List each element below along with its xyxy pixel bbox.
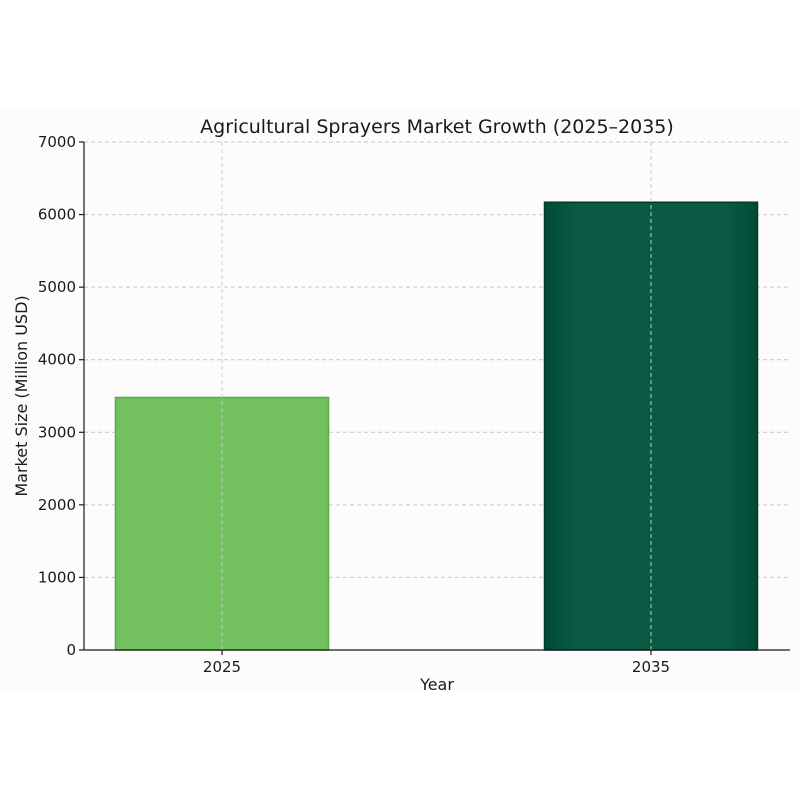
- x-tick-label-2035: 2035: [632, 658, 670, 676]
- y-tick-label-3000: 3000: [38, 423, 76, 441]
- chart-title: Agricultural Sprayers Market Growth (202…: [200, 116, 674, 138]
- x-tick-label-2025: 2025: [203, 658, 241, 676]
- y-tick-label-7000: 7000: [38, 133, 76, 151]
- y-tick-label-2000: 2000: [38, 496, 76, 514]
- y-tick-label-4000: 4000: [38, 351, 76, 369]
- y-tick-label-6000: 6000: [38, 206, 76, 224]
- y-tick-label-0: 0: [66, 641, 76, 659]
- x-axis-ticks: 2025 2035: [203, 650, 670, 676]
- y-tick-label-1000: 1000: [38, 568, 76, 586]
- y-axis-ticks: 0 1000 2000 3000 4000 5000 6000 7000: [38, 133, 84, 659]
- axes: [83, 142, 790, 651]
- vertical-grid: [221, 142, 652, 650]
- x-axis-label: Year: [419, 675, 454, 694]
- y-tick-label-5000: 5000: [38, 278, 76, 296]
- y-axis-label: Market Size (Million USD): [12, 295, 31, 496]
